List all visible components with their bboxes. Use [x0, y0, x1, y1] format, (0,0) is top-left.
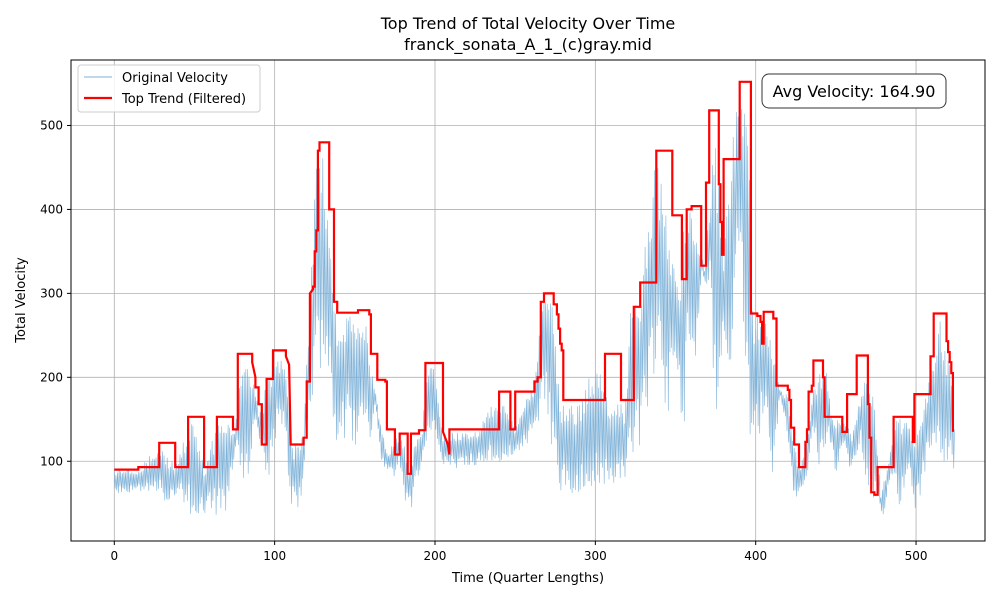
avg-velocity-annotation: Avg Velocity: 164.90: [761, 73, 947, 109]
chart-title: Top Trend of Total Velocity Over Time: [380, 14, 676, 33]
x-tick-label: 400: [744, 549, 767, 563]
series-top-trend: [114, 80, 954, 496]
x-axis-label: Time (Quarter Lengths): [451, 571, 604, 586]
x-tick-label: 100: [263, 549, 286, 563]
grid-lines: [71, 60, 985, 541]
plot-series: [114, 80, 955, 515]
y-tick-label: 400: [40, 202, 63, 216]
y-axis-ticks: 100 200 300 400 500: [40, 118, 71, 468]
x-axis-ticks: 0 100 200 300 400 500: [110, 541, 928, 563]
annotation-box: [761, 73, 947, 109]
x-tick-label: 300: [584, 549, 607, 563]
y-tick-label: 300: [40, 286, 63, 300]
legend-box: [77, 64, 261, 113]
chart-subtitle: franck_sonata_A_1_(c)gray.mid: [404, 35, 652, 55]
x-tick-label: 0: [110, 549, 118, 563]
y-tick-label: 100: [40, 454, 63, 468]
x-tick-label: 200: [424, 549, 447, 563]
legend-label-original: Original Velocity: [122, 71, 228, 86]
y-tick-label: 200: [40, 370, 63, 384]
legend: Original Velocity Top Trend (Filtered): [77, 64, 261, 113]
y-tick-label: 500: [40, 118, 63, 132]
annotation-text: Avg Velocity: 164.90: [773, 82, 936, 101]
plot-frame: [70, 59, 986, 542]
y-axis-label: Total Velocity: [14, 257, 29, 344]
top-trend-line: [114, 80, 954, 496]
x-tick-label: 500: [905, 549, 928, 563]
legend-label-trend: Top Trend (Filtered): [121, 92, 246, 107]
